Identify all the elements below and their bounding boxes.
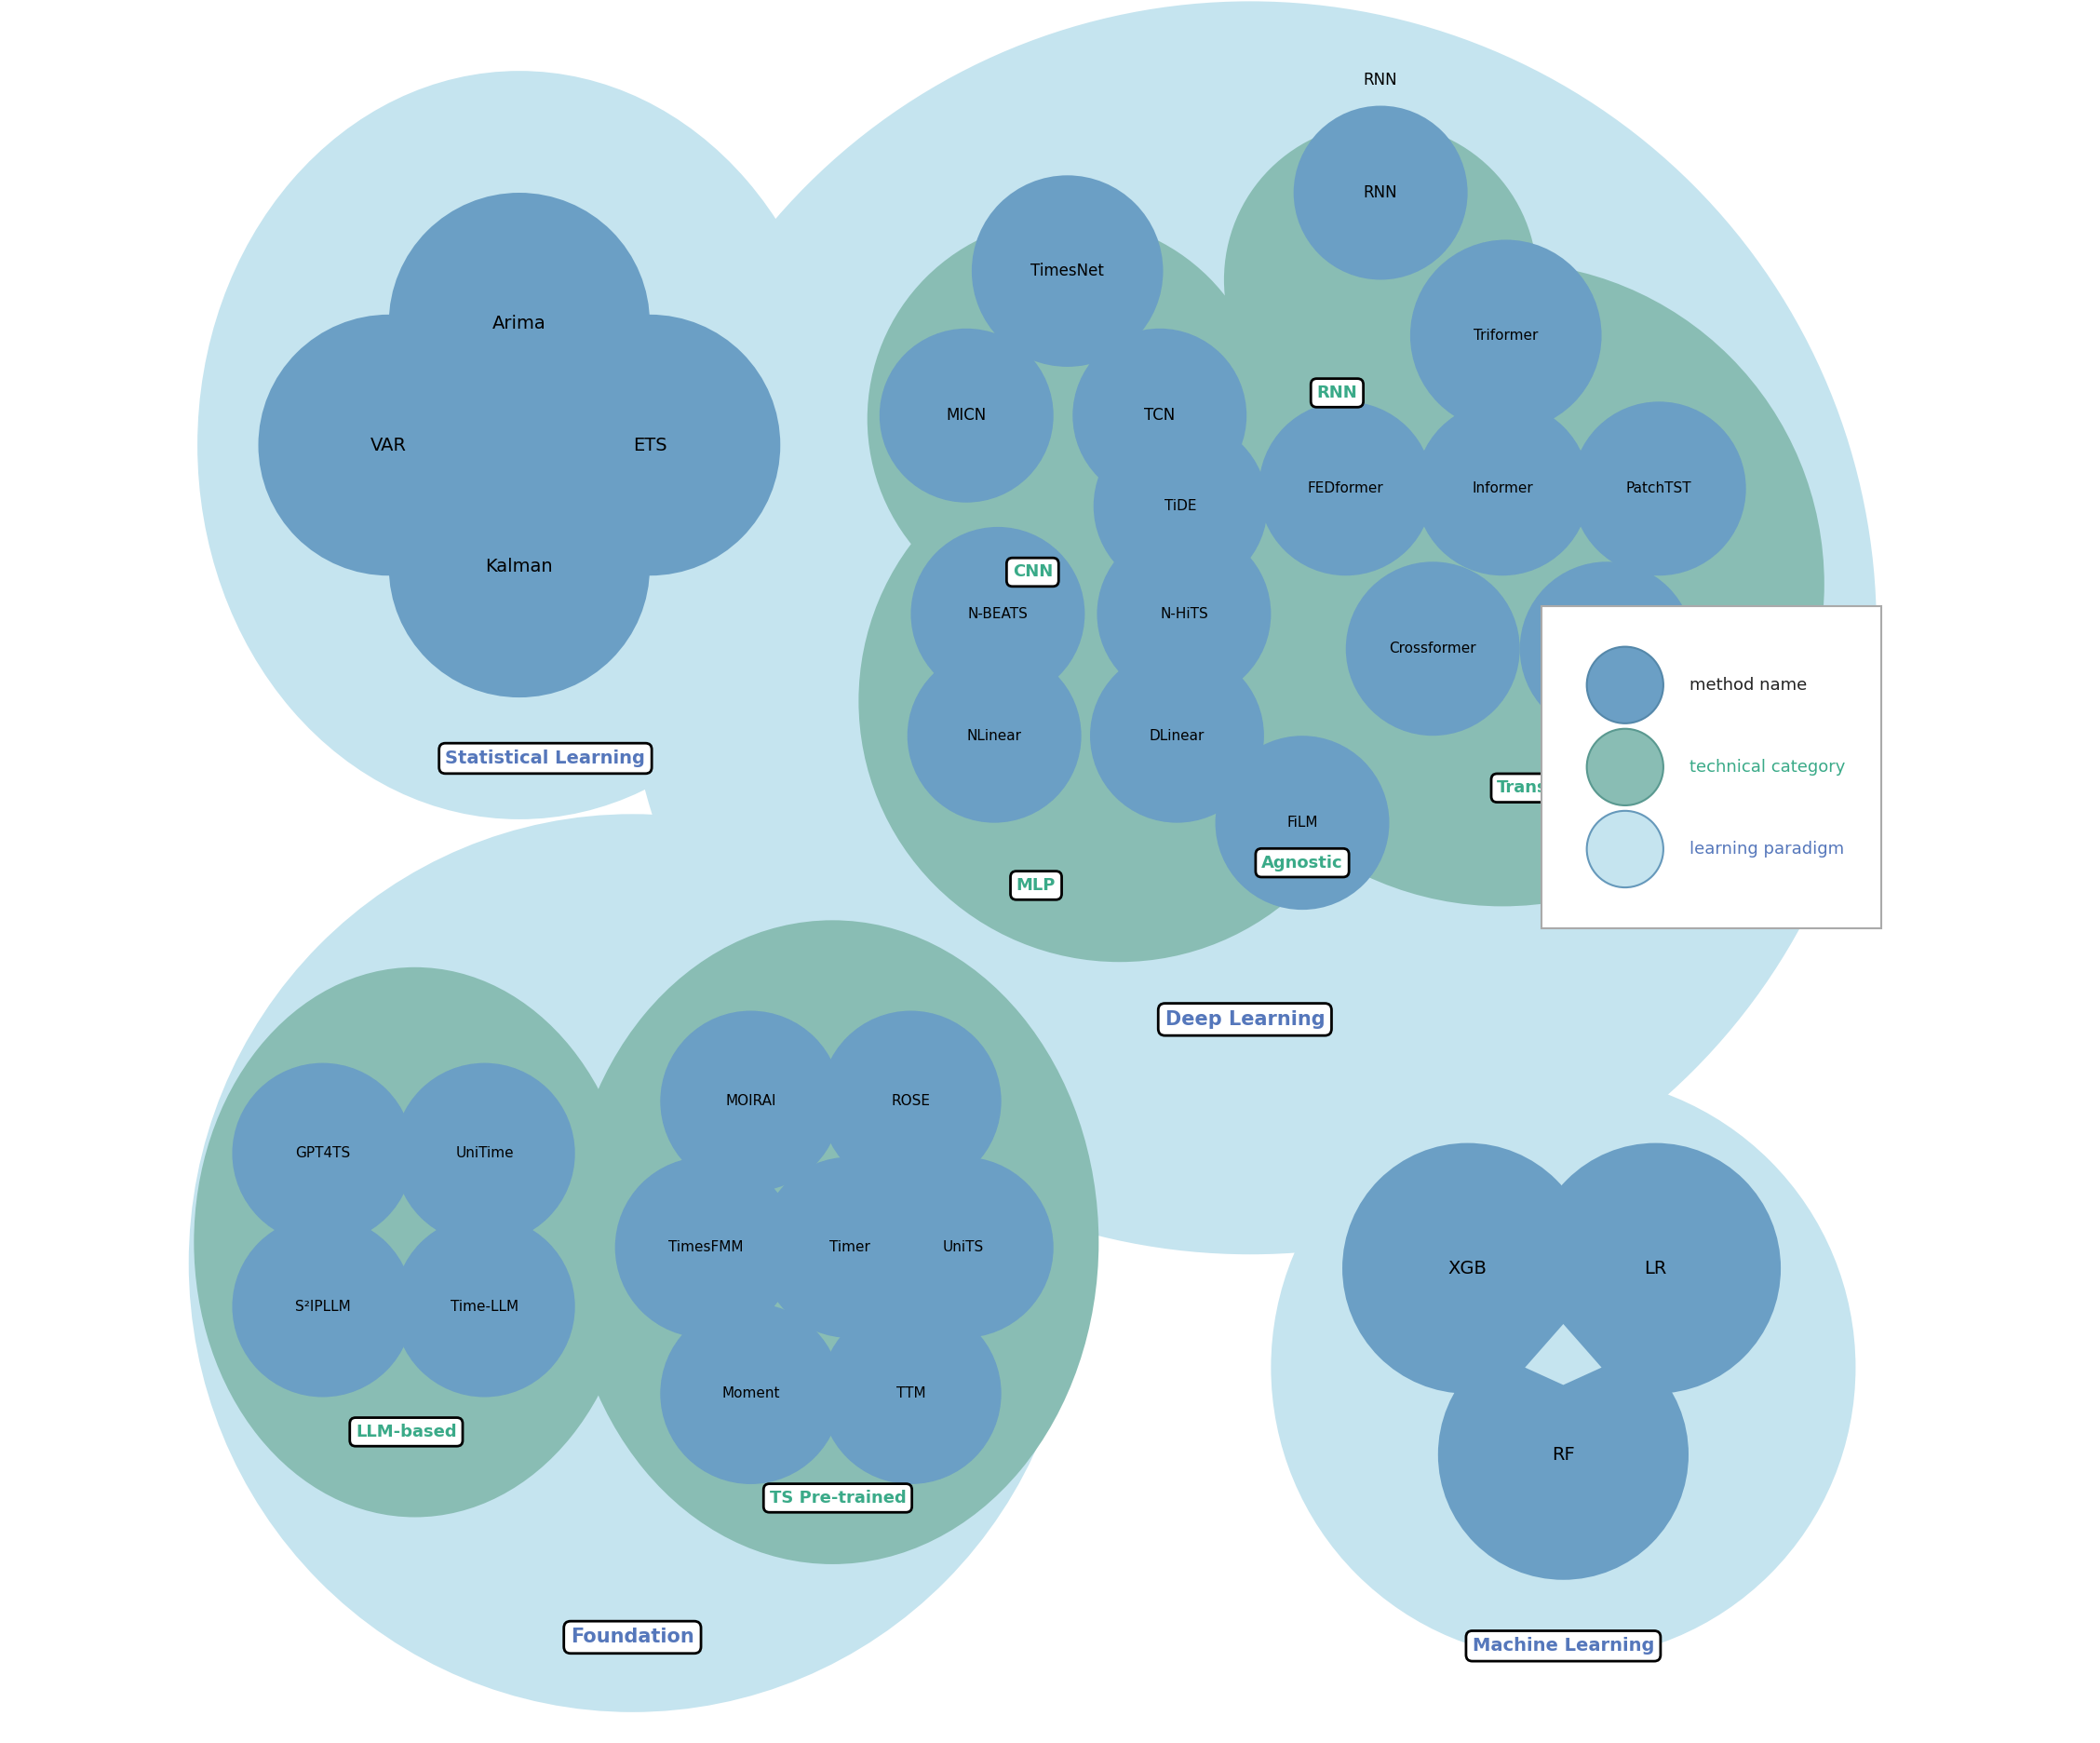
Text: Transformer: Transformer [1497,779,1613,797]
Ellipse shape [193,967,636,1516]
Circle shape [1090,648,1264,823]
Text: RNN: RNN [1317,385,1357,401]
Circle shape [1573,401,1745,575]
Circle shape [519,314,781,575]
Text: XGB: XGB [1449,1260,1487,1278]
Text: PatchTST: PatchTST [1625,481,1693,495]
Text: FEDformer: FEDformer [1308,481,1384,495]
Circle shape [1270,1075,1856,1659]
Circle shape [911,526,1086,701]
Circle shape [760,1157,941,1339]
Text: TTM: TTM [897,1387,926,1401]
Ellipse shape [197,71,842,819]
FancyBboxPatch shape [1541,607,1882,927]
Circle shape [880,328,1054,502]
Circle shape [1411,241,1602,431]
Circle shape [1216,736,1390,910]
Circle shape [624,2,1877,1255]
Text: TS Pre-trained: TS Pre-trained [769,1490,905,1506]
Circle shape [395,1063,575,1245]
Ellipse shape [189,814,1075,1712]
Circle shape [615,1157,796,1339]
Text: MOIRAI: MOIRAI [724,1095,777,1109]
Circle shape [872,1157,1054,1339]
Circle shape [388,193,649,453]
Text: ETS: ETS [632,436,668,453]
Text: method name: method name [1688,676,1806,694]
Text: Triformer: Triformer [1474,328,1537,342]
Circle shape [1094,418,1268,593]
Circle shape [1415,401,1590,575]
Circle shape [859,439,1380,962]
Polygon shape [1525,1325,1602,1386]
Circle shape [233,1063,414,1245]
Ellipse shape [567,920,1098,1563]
Text: TimesFMM: TimesFMM [668,1241,743,1255]
Circle shape [1346,561,1520,736]
Circle shape [659,1011,842,1192]
Text: LLM-based: LLM-based [355,1424,458,1440]
Text: RNN: RNN [1363,71,1399,87]
Circle shape [1180,263,1825,906]
Text: NLinear: NLinear [966,729,1023,743]
Text: VAR: VAR [372,436,407,453]
Circle shape [1096,526,1270,701]
Text: Foundation: Foundation [571,1628,695,1647]
Circle shape [1588,647,1663,723]
Text: MLP: MLP [1016,877,1056,894]
Circle shape [258,314,519,575]
Text: S²IPLLM: S²IPLLM [294,1300,351,1314]
Circle shape [1224,124,1537,436]
Text: Machine Learning: Machine Learning [1472,1637,1655,1654]
Circle shape [233,1217,414,1398]
Circle shape [867,220,1268,619]
Text: CNN: CNN [1012,563,1052,580]
Text: Informer: Informer [1472,481,1533,495]
Circle shape [1531,1143,1781,1394]
Text: Timer: Timer [830,1241,869,1255]
Circle shape [388,436,649,697]
Circle shape [1294,106,1468,281]
Circle shape [1438,1330,1688,1579]
Text: Kalman: Kalman [485,558,552,575]
Text: GPT4TS: GPT4TS [296,1147,351,1161]
Text: TimesNet: TimesNet [1031,263,1105,279]
Text: Deep Learning: Deep Learning [1166,1011,1325,1028]
Text: technical category: technical category [1688,758,1846,776]
Text: TiDE: TiDE [1163,498,1197,512]
Text: LR: LR [1644,1260,1667,1278]
Text: MICN: MICN [947,408,987,424]
Text: Arima: Arima [491,314,546,333]
Text: RNN: RNN [1363,185,1399,200]
Text: Crossformer: Crossformer [1390,641,1476,655]
Circle shape [972,176,1163,366]
Circle shape [1520,561,1695,736]
Text: RF: RF [1552,1445,1575,1464]
Circle shape [395,1217,575,1398]
Text: TCN: TCN [1144,408,1176,424]
Circle shape [1342,1143,1594,1394]
Text: Agnostic: Agnostic [1262,854,1344,872]
Text: learning paradigm: learning paradigm [1688,840,1844,858]
Circle shape [821,1304,1002,1483]
Text: DLinear: DLinear [1149,729,1205,743]
Circle shape [907,648,1082,823]
Circle shape [821,1011,1002,1192]
Text: Statistical Learning: Statistical Learning [445,749,645,767]
Circle shape [1588,810,1663,887]
Text: Moment: Moment [722,1387,779,1401]
Text: N-HiTS: N-HiTS [1159,607,1207,621]
Text: UniTS: UniTS [943,1241,983,1255]
Text: N-BEATS: N-BEATS [968,607,1029,621]
Text: Stationary: Stationary [1571,641,1644,655]
Circle shape [1258,401,1432,575]
Text: FiLM: FiLM [1287,816,1319,830]
Text: UniTime: UniTime [456,1147,514,1161]
Circle shape [1588,729,1663,805]
Text: ROSE: ROSE [890,1095,930,1109]
Text: Time-LLM: Time-LLM [452,1300,519,1314]
Circle shape [659,1304,842,1483]
Circle shape [1073,328,1247,502]
